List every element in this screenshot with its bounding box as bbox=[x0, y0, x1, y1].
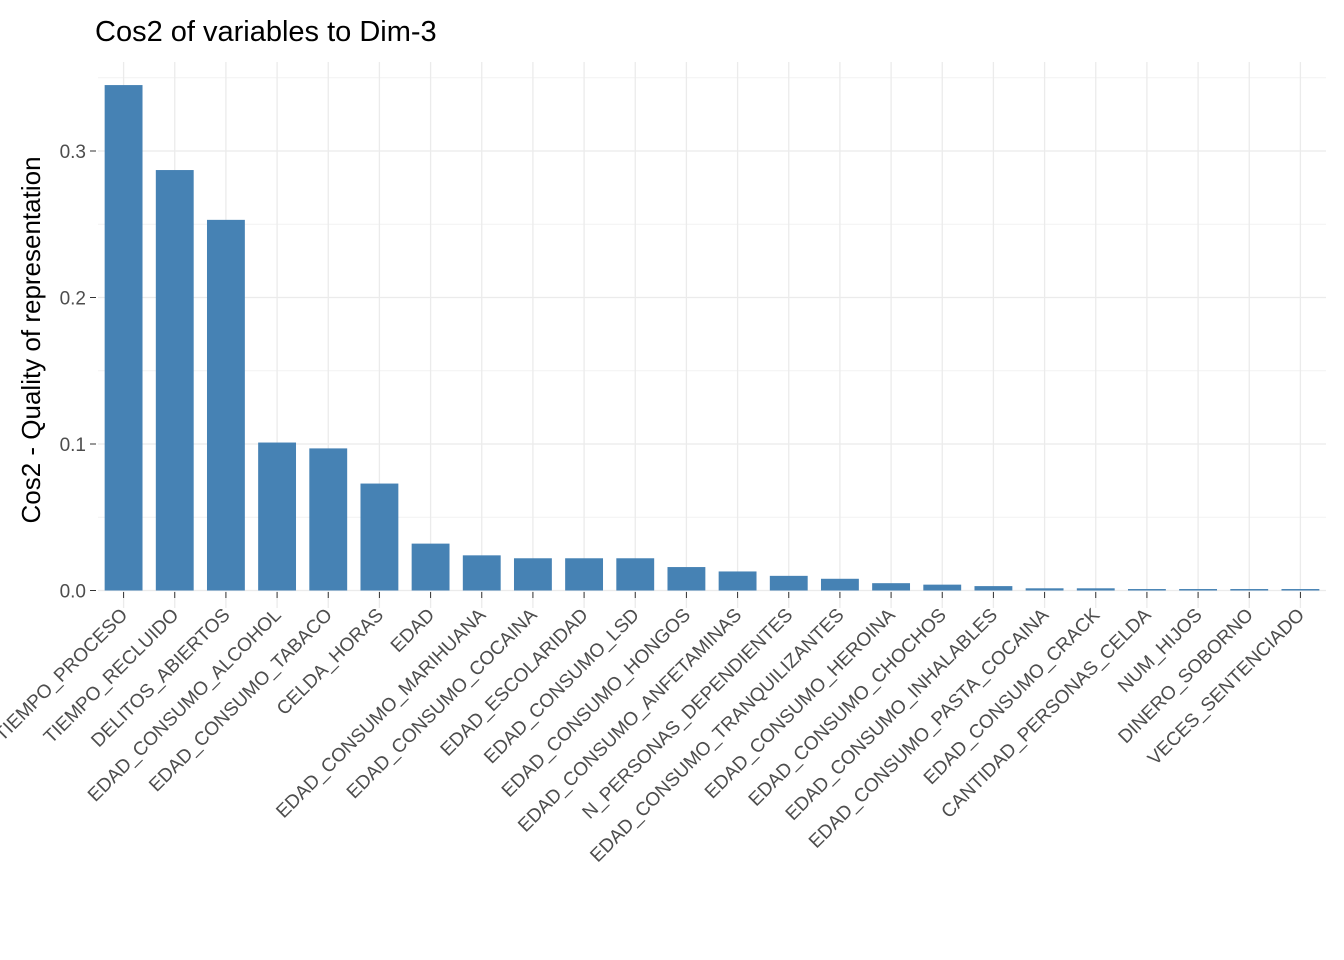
x-axis-ticks: TIEMPO_PROCESOTIEMPO_RECLUIDODELITOS_ABI… bbox=[0, 592, 1309, 867]
bar bbox=[258, 442, 297, 591]
bar bbox=[206, 219, 245, 591]
y-axis-ticks: 0.0 0.1 0.2 0.3 bbox=[60, 142, 96, 603]
bar bbox=[104, 85, 143, 591]
bars bbox=[104, 85, 1320, 591]
bar bbox=[360, 483, 399, 591]
bar bbox=[411, 543, 450, 591]
minor-gridlines bbox=[98, 77, 1326, 518]
bar bbox=[462, 555, 501, 591]
bar bbox=[1179, 589, 1218, 591]
bar bbox=[1281, 589, 1320, 591]
bar bbox=[513, 558, 552, 591]
y-tick-label: 0.3 bbox=[60, 142, 86, 163]
bar bbox=[1025, 588, 1064, 591]
y-tick-label: 0.1 bbox=[60, 435, 86, 456]
bar bbox=[872, 583, 911, 591]
bar bbox=[769, 575, 808, 591]
bar bbox=[565, 558, 604, 591]
bar bbox=[820, 578, 859, 591]
y-axis-label: Cos2 - Quality of representation bbox=[16, 156, 46, 523]
bar bbox=[1127, 589, 1166, 591]
bar bbox=[616, 558, 655, 591]
y-tick-label: 0.2 bbox=[60, 289, 86, 310]
chart-title: Cos2 of variables to Dim-3 bbox=[95, 16, 437, 48]
bar bbox=[1076, 588, 1115, 591]
bar bbox=[923, 584, 962, 591]
y-tick-label: 0.0 bbox=[60, 582, 86, 603]
bar bbox=[155, 170, 194, 591]
bar bbox=[718, 571, 757, 591]
bar bbox=[1230, 589, 1269, 591]
bar bbox=[667, 567, 706, 591]
bar bbox=[974, 586, 1013, 591]
bar bbox=[309, 448, 348, 591]
